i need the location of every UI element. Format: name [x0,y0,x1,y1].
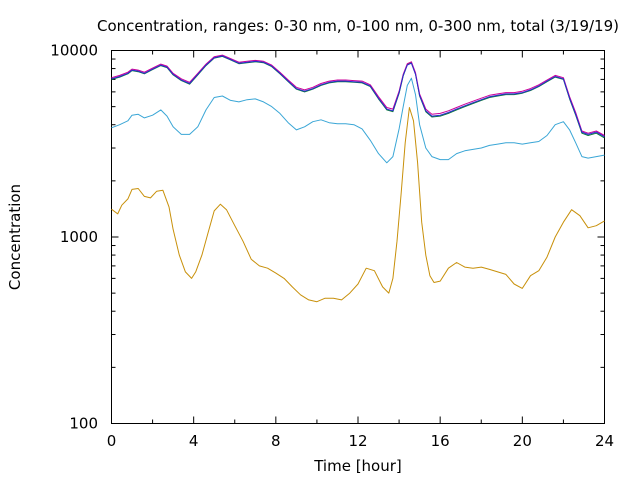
series-line-4 [111,55,605,138]
plot-frame [111,50,605,424]
series-group [111,54,605,303]
x-axis-label: Time [hour] [313,457,402,475]
x-tick-labels: 0 4 8 12 16 20 24 [107,432,614,450]
x-tick-label: 24 [595,432,614,450]
x-tick-label: 0 [107,432,117,450]
series-line-0 [111,107,605,303]
x-tick-label: 4 [189,432,199,450]
series-line-3 [111,54,605,136]
series-line-1 [111,77,605,164]
y-tick-label: 10000 [50,42,98,60]
x-tick-label: 8 [271,432,281,450]
x-tick-label: 12 [348,432,367,450]
y-tick-label: 100 [69,415,98,433]
series-line-2 [111,55,605,139]
axis-ticks [111,50,605,424]
y-tick-labels: 100 1000 10000 [50,42,98,433]
y-axis-label: Concentration [6,184,24,290]
x-tick-label: 20 [513,432,532,450]
y-tick-label: 1000 [60,228,98,246]
chart-title: Concentration, ranges: 0-30 nm, 0-100 nm… [97,17,619,35]
x-tick-label: 16 [431,432,450,450]
